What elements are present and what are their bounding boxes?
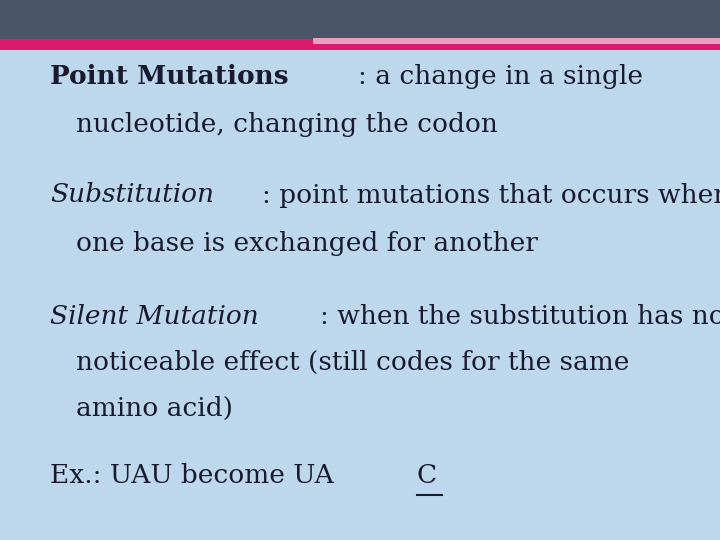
Text: Silent Mutation: Silent Mutation bbox=[50, 304, 259, 329]
Text: Ex.: UAU become UA: Ex.: UAU become UA bbox=[50, 463, 334, 488]
Text: one base is exchanged for another: one base is exchanged for another bbox=[76, 231, 537, 256]
Text: Point Mutations: Point Mutations bbox=[50, 64, 289, 89]
Bar bbox=[0, 0, 720, 39]
Text: Substitution: Substitution bbox=[50, 183, 215, 207]
Text: : point mutations that occurs when: : point mutations that occurs when bbox=[262, 183, 720, 207]
Bar bbox=[313, 38, 720, 44]
Text: : a change in a single: : a change in a single bbox=[359, 64, 643, 89]
Text: amino acid): amino acid) bbox=[76, 396, 233, 421]
Text: : when the substitution has no: : when the substitution has no bbox=[320, 304, 720, 329]
Text: nucleotide, changing the codon: nucleotide, changing the codon bbox=[76, 112, 498, 137]
Bar bbox=[0, 39, 720, 50]
Bar bbox=[313, 44, 544, 50]
Text: noticeable effect (still codes for the same: noticeable effect (still codes for the s… bbox=[76, 350, 629, 375]
Text: C: C bbox=[417, 463, 436, 488]
